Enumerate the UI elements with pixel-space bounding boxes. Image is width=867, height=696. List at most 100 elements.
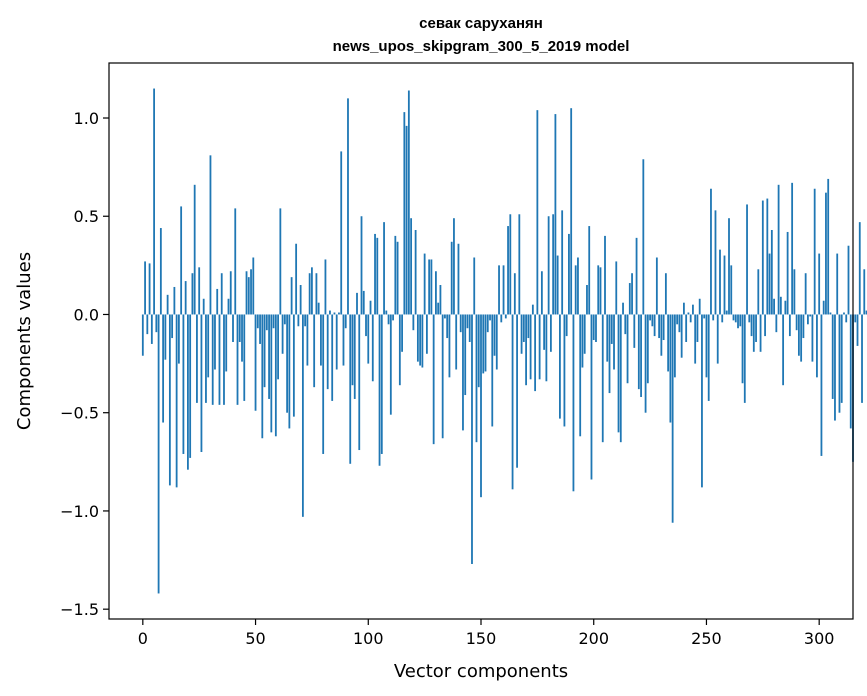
x-tick-label: 300 (804, 629, 835, 648)
bar-81 (324, 259, 327, 315)
bar-63 (283, 314, 286, 325)
bar-54 (263, 314, 266, 388)
bar-69 (297, 314, 300, 327)
bar-83 (329, 310, 331, 315)
bar-158 (498, 265, 500, 315)
bar-217 (631, 273, 633, 315)
bar-38 (227, 298, 230, 315)
bar-202 (597, 265, 600, 315)
bar-19 (184, 281, 187, 315)
bar-97 (360, 216, 363, 315)
y-axis-ticks: −1.5 −1.0 −0.5 0.0 0.5 1.0 (60, 109, 109, 619)
bar-305 (829, 312, 832, 315)
bar-25 (198, 267, 201, 315)
bar-22 (191, 273, 194, 315)
bar-95 (356, 292, 358, 315)
bar-260 (728, 218, 730, 315)
bar-242 (687, 312, 690, 315)
bar-59 (274, 314, 277, 437)
bar-62 (281, 314, 284, 354)
bar-197 (586, 285, 588, 315)
bar-126 (425, 314, 428, 354)
bar-320 (863, 269, 866, 315)
bar-142 (462, 314, 464, 431)
bar-2 (146, 314, 149, 335)
bar-280 (773, 298, 775, 315)
bar-288 (791, 182, 794, 315)
bar-87 (338, 312, 340, 315)
bar-153 (486, 314, 489, 333)
y-tick-label: −0.5 (60, 404, 99, 423)
bar-39 (229, 271, 232, 315)
bar-184 (556, 255, 559, 315)
bar-313 (847, 245, 850, 315)
bar-123 (419, 314, 422, 366)
y-tick-label: 0.5 (74, 207, 99, 226)
bar-314 (849, 314, 852, 429)
bar-79 (320, 314, 322, 366)
bar-85 (333, 312, 336, 315)
bar-148 (475, 314, 478, 443)
bar-150 (480, 314, 482, 498)
bar-310 (840, 314, 843, 403)
bar-94 (353, 314, 356, 399)
bar-253 (712, 314, 715, 321)
bar-297 (811, 314, 814, 362)
bar-44 (241, 314, 243, 362)
bar-140 (457, 243, 460, 315)
bar-308 (836, 253, 839, 315)
bar-40 (232, 314, 234, 342)
bar-100 (367, 314, 370, 364)
bar-29 (207, 314, 210, 378)
bar-268 (746, 204, 748, 315)
bar-33 (216, 288, 219, 315)
bar-282 (777, 184, 780, 315)
y-axis-label: Components values (14, 252, 35, 430)
bar-86 (335, 314, 338, 370)
bar-273 (757, 269, 760, 315)
bar-240 (683, 302, 685, 315)
bar-258 (723, 255, 726, 315)
bar-186 (561, 210, 564, 315)
bar-112 (394, 235, 397, 315)
bar-56 (268, 314, 270, 399)
bar-227 (653, 314, 656, 337)
bar-292 (800, 314, 803, 362)
bar-137 (450, 241, 453, 315)
bar-191 (572, 314, 575, 492)
bar-146 (471, 314, 473, 564)
bar-221 (640, 314, 642, 397)
bar-294 (804, 273, 807, 315)
bar-49 (252, 257, 255, 315)
bar-35 (220, 273, 223, 315)
bar-76 (313, 314, 316, 388)
bar-165 (513, 273, 516, 315)
bar-143 (464, 314, 467, 396)
bar-239 (680, 314, 683, 358)
x-tick-label: 50 (245, 629, 265, 648)
bar-278 (768, 253, 771, 315)
bar-68 (295, 243, 298, 315)
bar-53 (261, 314, 264, 439)
bar-287 (788, 314, 791, 337)
bar-223 (644, 314, 647, 413)
bar-291 (797, 314, 800, 356)
bar-318 (858, 222, 861, 315)
bar-109 (387, 314, 390, 325)
x-axis-label: Vector components (394, 661, 568, 682)
bar-205 (604, 235, 606, 315)
bar-286 (786, 231, 789, 315)
bar-90 (344, 314, 347, 329)
bar-303 (825, 192, 827, 315)
bar-175 (536, 110, 539, 315)
bar-66 (290, 277, 293, 315)
bar-41 (234, 208, 237, 315)
bar-26 (200, 314, 203, 453)
x-tick-label: 250 (691, 629, 722, 648)
bar-129 (432, 314, 435, 445)
bar-226 (651, 314, 654, 327)
bar-128 (430, 259, 433, 315)
bar-170 (525, 314, 527, 386)
bar-201 (595, 314, 597, 342)
bar-70 (299, 285, 302, 315)
